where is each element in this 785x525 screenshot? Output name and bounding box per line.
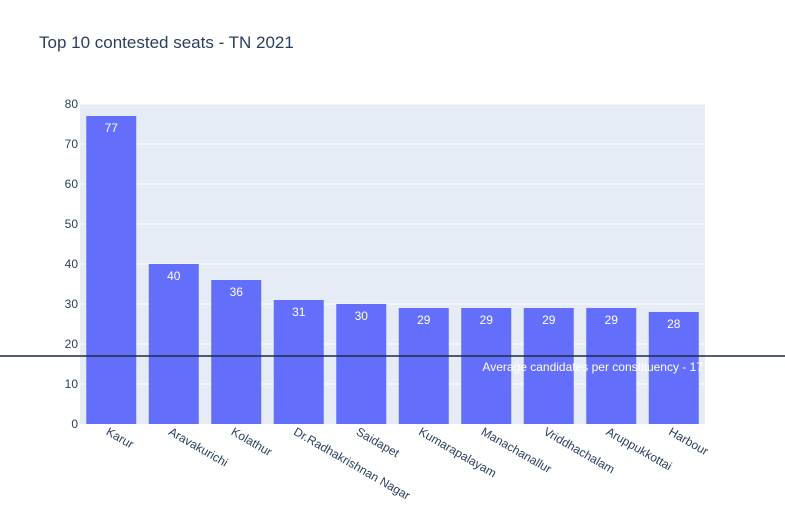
bar-value-label: 36 (230, 285, 244, 299)
y-tick-label: 40 (65, 257, 79, 271)
bar[interactable] (148, 264, 199, 424)
bar[interactable] (336, 304, 387, 424)
x-tick-label: Aravakurichi (166, 424, 230, 469)
y-tick-label: 30 (65, 297, 79, 311)
bar-value-label: 77 (105, 121, 119, 135)
bar[interactable] (648, 312, 699, 424)
bar[interactable] (523, 308, 574, 424)
y-axis-ticks: 0 10 20 30 40 50 60 70 80 (65, 97, 79, 431)
x-tick-label: Karur (104, 424, 136, 451)
bar-value-label: 40 (167, 269, 181, 283)
y-tick-label: 60 (65, 177, 79, 191)
bar[interactable] (461, 308, 512, 424)
bar-value-label: 31 (292, 305, 306, 319)
x-tick-label: Dr.Radhakrishnan Nagar (291, 424, 412, 502)
bar-value-label: 29 (542, 313, 556, 327)
bars (86, 116, 699, 424)
value-labels: 77 40 36 31 30 29 29 29 29 28 (105, 121, 681, 331)
y-tick-label: 20 (65, 337, 79, 351)
bar[interactable] (273, 300, 324, 424)
bar[interactable] (211, 280, 262, 424)
y-tick-label: 80 (65, 97, 79, 111)
bar-value-label: 29 (417, 313, 431, 327)
bar[interactable] (586, 308, 637, 424)
y-tick-label: 70 (65, 137, 79, 151)
y-tick-label: 50 (65, 217, 79, 231)
x-tick-label: Kolathur (229, 424, 275, 458)
bar-value-label: 29 (480, 313, 494, 327)
bar[interactable] (398, 308, 449, 424)
chart-title: Top 10 contested seats - TN 2021 (39, 33, 294, 52)
bar-value-label: 30 (355, 309, 369, 323)
bar-value-label: 29 (605, 313, 619, 327)
bar-value-label: 28 (667, 317, 681, 331)
average-annotation: Average candidates per constituency - 17 (482, 360, 703, 374)
y-tick-label: 10 (65, 377, 79, 391)
bar[interactable] (86, 116, 137, 424)
x-tick-label: Saidapet (354, 424, 403, 460)
y-tick-label: 0 (71, 417, 78, 431)
x-tick-label: Harbour (666, 424, 711, 458)
